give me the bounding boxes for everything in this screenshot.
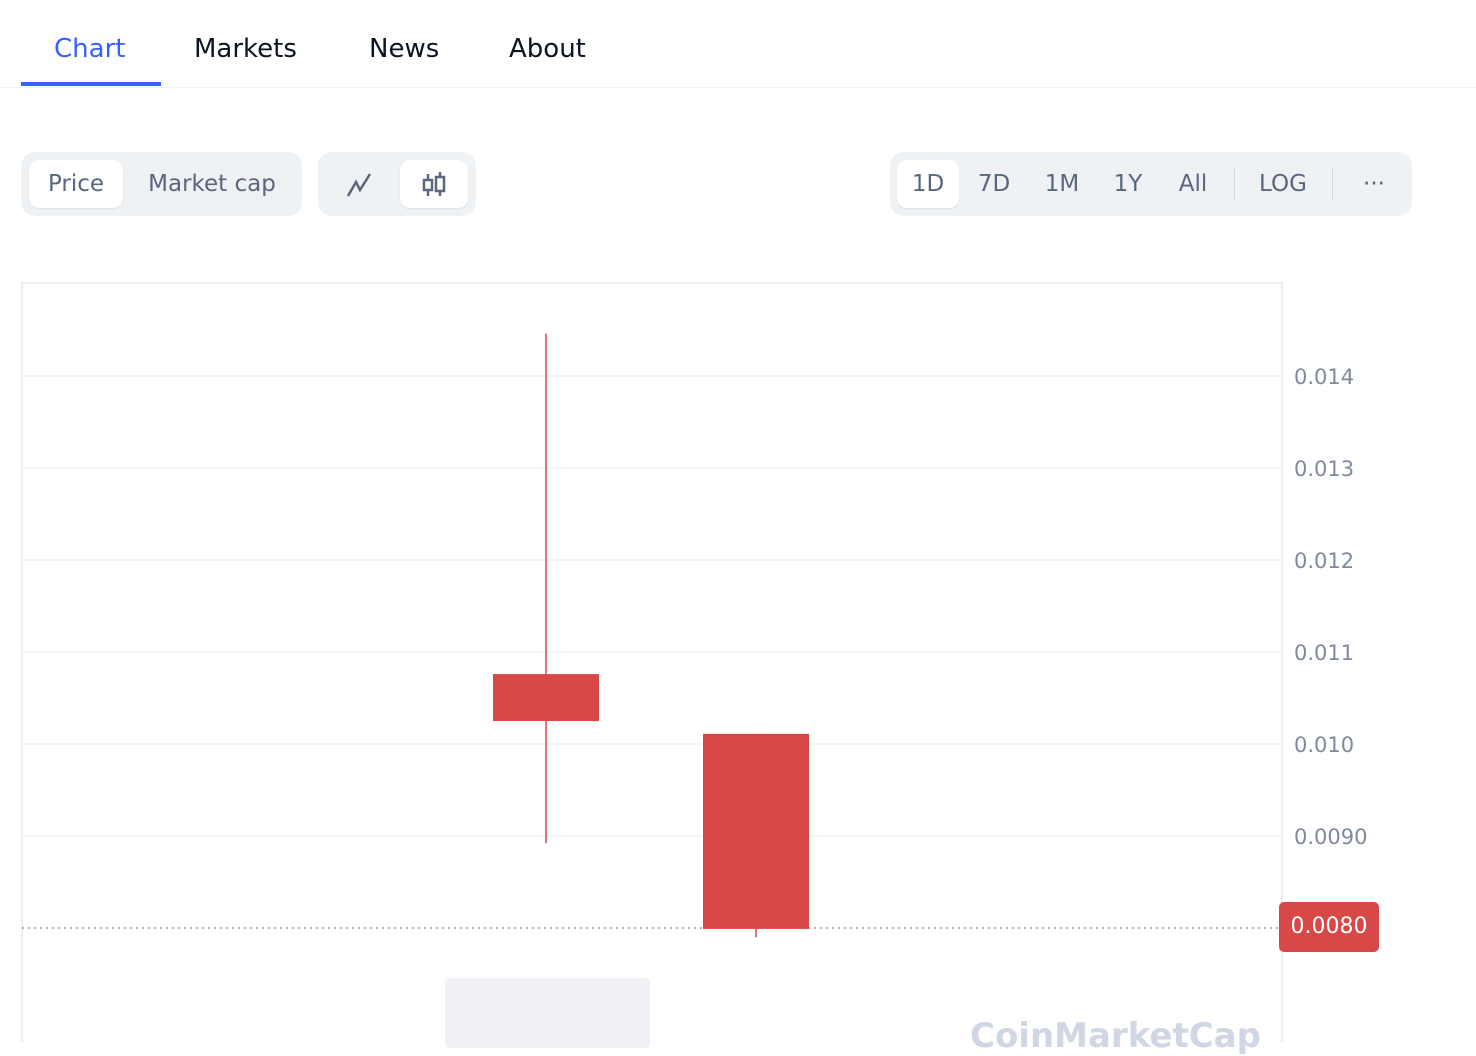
tab-chart[interactable]: Chart [54, 34, 126, 64]
market-cap-button[interactable]: Market cap [148, 171, 276, 197]
watermark-text: CoinMarketCap [970, 1016, 1261, 1056]
volume-bar [445, 978, 650, 1048]
candlestick-button[interactable] [400, 160, 468, 208]
range-1m[interactable]: 1M [1044, 171, 1080, 197]
y-tick-label: 0.010 [1294, 733, 1354, 757]
candlestick-icon [422, 172, 446, 196]
metric-toggle: Price Market cap [21, 152, 302, 216]
candle-body [493, 674, 599, 721]
range-toggle: 1D 7D 1M 1Y All LOG ··· [890, 152, 1412, 216]
active-tab-indicator [21, 82, 161, 86]
tab-markets[interactable]: Markets [194, 34, 297, 64]
line-chart-icon [346, 173, 372, 197]
more-button[interactable]: ··· [1363, 171, 1385, 197]
candle-body [703, 733, 809, 929]
watermark-logo: CoinMarketCap [970, 1016, 1261, 1056]
y-tick-label: 0.011 [1294, 641, 1354, 665]
tab-bar: Chart Markets News About [0, 0, 1476, 88]
y-tick-label: 0.0090 [1294, 825, 1367, 849]
log-button[interactable]: LOG [1259, 171, 1307, 197]
tab-news[interactable]: News [369, 34, 440, 64]
range-1y[interactable]: 1Y [1113, 171, 1143, 197]
y-tick-label: 0.014 [1294, 365, 1354, 389]
current-price-label: 0.0080 [1279, 902, 1379, 952]
range-7d[interactable]: 7D [977, 171, 1011, 197]
range-1d[interactable]: 1D [897, 160, 959, 208]
range-all[interactable]: All [1178, 171, 1208, 197]
y-tick-label: 0.013 [1294, 457, 1354, 481]
line-chart-button[interactable] [328, 160, 392, 208]
tab-about[interactable]: About [509, 34, 586, 64]
divider [1234, 168, 1235, 200]
y-tick-label: 0.012 [1294, 549, 1354, 573]
price-button[interactable]: Price [29, 160, 123, 208]
chart-type-toggle [318, 152, 476, 216]
plot-frame [21, 282, 1283, 1042]
divider [1332, 168, 1333, 200]
